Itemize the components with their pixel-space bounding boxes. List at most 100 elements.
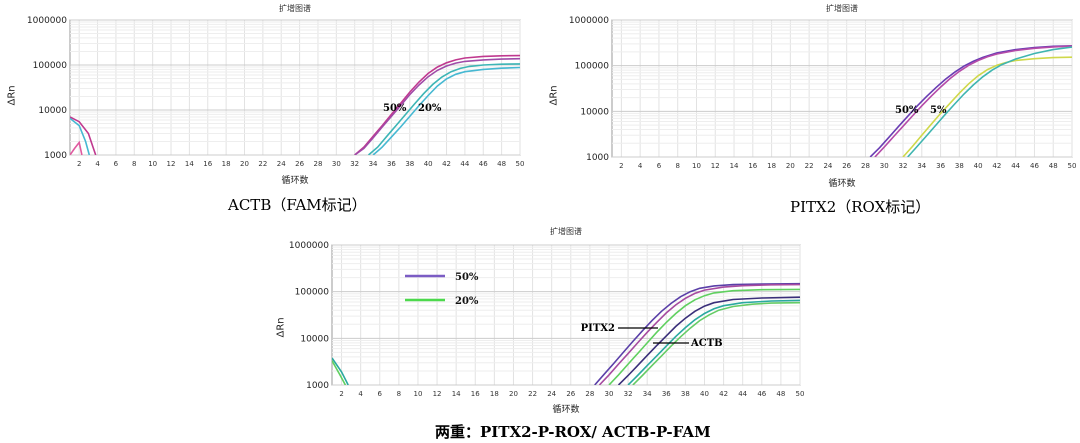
- x-tick-label: 12: [167, 160, 176, 168]
- x-axis-label: 循环数: [828, 179, 856, 189]
- annotation-label: 20%: [418, 103, 442, 114]
- series-line: [608, 288, 800, 385]
- x-tick-label: 50: [1068, 162, 1077, 170]
- x-tick-label: 2: [77, 160, 81, 168]
- x-tick-label: 46: [1030, 162, 1039, 170]
- x-tick-label: 4: [638, 162, 643, 170]
- plot-frame: [69, 19, 521, 156]
- x-tick-label: 44: [1011, 162, 1020, 170]
- series-line: [869, 45, 1072, 157]
- x-tick-label: 20: [786, 162, 795, 170]
- x-tick-label: 26: [295, 160, 304, 168]
- legend-label: 50%: [455, 272, 479, 283]
- series-line: [70, 117, 91, 155]
- x-tick-label: 50: [516, 160, 525, 168]
- annotation-label: PITX2: [581, 323, 615, 334]
- x-tick-label: 38: [955, 162, 964, 170]
- x-tick-label: 34: [917, 162, 926, 170]
- series-line: [70, 116, 97, 155]
- x-tick-label: 22: [528, 390, 537, 398]
- series-line: [627, 299, 800, 385]
- x-tick-label: 32: [624, 390, 633, 398]
- x-tick-label: 40: [424, 160, 433, 168]
- y-tick-label: 100000: [575, 62, 610, 72]
- y-tick-label: 1000: [586, 153, 609, 163]
- x-tick-label: 18: [490, 390, 499, 398]
- series-line: [372, 66, 520, 155]
- x-tick-label: 16: [203, 160, 212, 168]
- y-tick-label: 1000: [44, 151, 67, 161]
- x-tick-label: 10: [413, 390, 422, 398]
- series-line: [874, 45, 1072, 157]
- chart-caption: ACTB（FAM标记）: [228, 196, 367, 214]
- annotation-label: 5%: [930, 105, 947, 116]
- x-tick-label: 4: [95, 160, 100, 168]
- x-tick-label: 44: [460, 160, 469, 168]
- x-tick-label: 6: [657, 162, 662, 170]
- x-tick-label: 24: [823, 162, 832, 170]
- x-tick-label: 6: [378, 390, 383, 398]
- y-tick-label: 10000: [300, 334, 329, 344]
- chart-caption: PITX2（ROX标记）: [790, 198, 931, 216]
- x-tick-label: 24: [277, 160, 286, 168]
- series-line: [902, 56, 1072, 157]
- x-tick-label: 48: [1049, 162, 1058, 170]
- x-tick-label: 8: [675, 162, 679, 170]
- series-line: [354, 57, 520, 155]
- x-tick-label: 12: [711, 162, 720, 170]
- x-tick-label: 40: [974, 162, 983, 170]
- chart-caption: 两重：PITX2-P-ROX/ ACTB-P-FAM: [435, 423, 711, 441]
- x-tick-label: 28: [861, 162, 870, 170]
- chart-duplex: 扩增图谱 ΔRn 1000 10000 100000 1000000 2 4 6 8 10 12 1…: [275, 222, 815, 443]
- x-tick-label: 14: [452, 390, 461, 398]
- chart-title: 扩增图谱: [279, 4, 311, 13]
- x-tick-label: 2: [619, 162, 623, 170]
- x-tick-label: 14: [730, 162, 739, 170]
- x-tick-label: 4: [358, 390, 363, 398]
- x-tick-label: 24: [547, 390, 556, 398]
- x-tick-label: 44: [738, 390, 747, 398]
- x-tick-label: 16: [471, 390, 480, 398]
- plot-frame: [611, 19, 1073, 158]
- x-tick-label: 10: [148, 160, 157, 168]
- x-tick-label: 42: [442, 160, 451, 168]
- x-tick-label: 26: [842, 162, 851, 170]
- chart-pitx2: 扩增图谱 ΔRn 1000 10000 100000 1000000 2 4 6 8 10 12 1…: [540, 0, 1080, 216]
- series-line: [594, 282, 800, 385]
- x-tick-label: 10: [692, 162, 701, 170]
- x-tick-label: 30: [605, 390, 614, 398]
- x-tick-label: 46: [479, 160, 488, 168]
- x-tick-label: 18: [767, 162, 776, 170]
- x-tick-label: 8: [132, 160, 136, 168]
- x-tick-label: 28: [313, 160, 322, 168]
- x-tick-label: 22: [805, 162, 814, 170]
- y-tick-label: 10000: [580, 107, 609, 117]
- x-tick-label: 28: [585, 390, 594, 398]
- x-tick-label: 32: [350, 160, 359, 168]
- annotation-label: 50%: [895, 105, 919, 116]
- x-tick-label: 18: [222, 160, 231, 168]
- x-tick-label: 42: [992, 162, 1001, 170]
- x-tick-label: 36: [662, 390, 671, 398]
- x-axis-label: 循环数: [281, 176, 309, 186]
- legend-label: 20%: [455, 296, 479, 307]
- series-line: [632, 301, 800, 385]
- x-tick-label: 20: [240, 160, 249, 168]
- x-tick-label: 26: [566, 390, 575, 398]
- annotation-label: 50%: [383, 103, 407, 114]
- x-tick-label: 34: [369, 160, 378, 168]
- x-tick-label: 2: [339, 390, 343, 398]
- x-tick-label: 38: [405, 160, 414, 168]
- chart-title: 扩增图谱: [550, 227, 582, 236]
- x-tick-label: 14: [185, 160, 194, 168]
- x-tick-label: 34: [643, 390, 652, 398]
- x-tick-label: 48: [497, 160, 506, 168]
- series-line: [617, 296, 800, 385]
- x-tick-label: 36: [387, 160, 396, 168]
- series-line: [332, 360, 347, 385]
- x-tick-label: 30: [332, 160, 341, 168]
- x-tick-label: 20: [509, 390, 518, 398]
- series-line: [367, 63, 520, 155]
- x-tick-label: 8: [397, 390, 401, 398]
